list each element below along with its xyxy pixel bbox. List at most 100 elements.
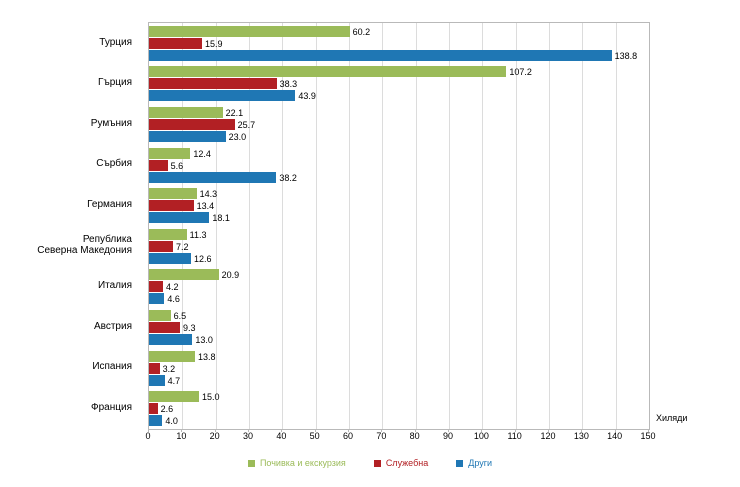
gridline [282, 23, 284, 429]
bar-value-label: 4.0 [165, 416, 178, 427]
bar-value-label: 138.8 [614, 50, 638, 61]
axis-tick [414, 429, 416, 432]
axis-tick-label: 130 [573, 431, 589, 441]
axis-unit-label: Хиляди [656, 413, 688, 423]
gridline [349, 23, 350, 429]
legend-swatch [373, 459, 381, 467]
gridline [215, 23, 217, 429]
axis-tick-label: 120 [540, 431, 556, 441]
bar-value-label: 23.0 [228, 132, 247, 142]
legend-label: Почивка и екскурзия [259, 458, 346, 468]
bar-value-label: 60.2 [352, 26, 371, 37]
axis-tick [548, 429, 549, 432]
axis-tick [248, 429, 249, 432]
bar [149, 281, 163, 293]
bar-value-label: 43.9 [298, 91, 316, 102]
axis-tick [614, 429, 616, 432]
bar-value-label: 4.7 [167, 375, 181, 386]
gridline [582, 23, 584, 429]
category-label: Италия [97, 280, 132, 292]
axis-tick-label: 110 [507, 431, 522, 441]
bar [149, 37, 202, 49]
gridline [549, 23, 550, 429]
bar [149, 374, 165, 386]
bar-value-label: 20.9 [221, 270, 240, 281]
legend-item: Почивка и екскурзия [247, 458, 346, 468]
axis-tick-label: 140 [607, 431, 623, 441]
plot-area: 60.2 15.9 138.8 107.2 38.3 43.9 22.1 25.7 23.0 12… [148, 22, 650, 430]
category-label: Република Северна Македония [37, 233, 132, 257]
bar-value-label: 22.1 [225, 108, 244, 118]
axis-tick [181, 429, 183, 432]
axis-tick-label: 70 [376, 431, 387, 441]
gridline [182, 23, 184, 429]
axis-tick-label: 150 [640, 431, 656, 441]
axis-tick [514, 429, 516, 432]
bar [149, 66, 507, 78]
axis-tick [448, 429, 449, 432]
axis-tick-label: 80 [409, 431, 420, 441]
bar-value-label: 15.9 [205, 38, 223, 49]
bar-value-label: 12.6 [194, 253, 212, 264]
bar [149, 119, 235, 130]
axis-tick [581, 429, 583, 432]
axis-tick [381, 429, 383, 432]
category-label: Сърбия [96, 158, 132, 170]
category-label: Гърция [98, 77, 132, 89]
legend-swatch [456, 459, 464, 467]
bar-value-label: 6.5 [173, 311, 187, 321]
bar [149, 322, 180, 333]
axis-tick-label: 40 [276, 431, 287, 441]
bar [149, 228, 187, 240]
bar-value-label: 38.3 [279, 79, 298, 90]
bar [149, 188, 197, 200]
legend-label: Служебна [385, 458, 429, 468]
bar [149, 293, 165, 305]
bar [149, 362, 160, 374]
bar-value-label: 25.7 [237, 120, 256, 130]
bar [149, 269, 219, 281]
bar [149, 350, 195, 362]
axis-tick-label: 0 [145, 431, 151, 441]
legend-item: Други [456, 458, 492, 468]
gridline [415, 23, 417, 429]
axis-tick [281, 429, 283, 432]
gridline [615, 23, 617, 429]
bar [149, 391, 199, 403]
bar [149, 107, 223, 118]
bar [149, 25, 350, 37]
bar [149, 334, 193, 345]
bar-value-label: 2.6 [160, 404, 174, 415]
axis-tick [314, 429, 316, 432]
bar-value-label: 15.0 [202, 392, 220, 403]
gridline [449, 23, 450, 429]
bar-value-label: 3.2 [162, 363, 176, 374]
bar [149, 415, 163, 427]
bar-value-label: 107.2 [509, 67, 532, 78]
axis-tick-label: 50 [309, 431, 320, 441]
bar [149, 49, 612, 61]
bar-value-label: 4.2 [166, 282, 179, 293]
axis-tick [481, 429, 483, 432]
bar [149, 403, 158, 415]
bar [149, 147, 191, 159]
legend-swatch [247, 459, 255, 467]
bar-value-label: 18.1 [212, 213, 230, 224]
bar-value-label: 13.0 [195, 335, 213, 345]
gridline [482, 23, 484, 429]
bar-value-label: 12.4 [193, 148, 211, 159]
gridline [382, 23, 384, 429]
bar-value-label: 14.3 [199, 189, 218, 200]
legend-item: Служебна [373, 458, 429, 468]
category-label: Турция [99, 36, 132, 48]
axis-tick-label: 20 [209, 431, 220, 441]
axis-tick-label: 30 [242, 431, 253, 441]
axis-tick [648, 429, 649, 432]
legend: Почивка и екскурзия Служебна Други [0, 458, 740, 468]
axis-tick [348, 429, 349, 432]
bar [149, 131, 226, 142]
bar [149, 212, 210, 224]
axis-tick-label: 10 [176, 431, 187, 441]
bar [149, 240, 173, 252]
